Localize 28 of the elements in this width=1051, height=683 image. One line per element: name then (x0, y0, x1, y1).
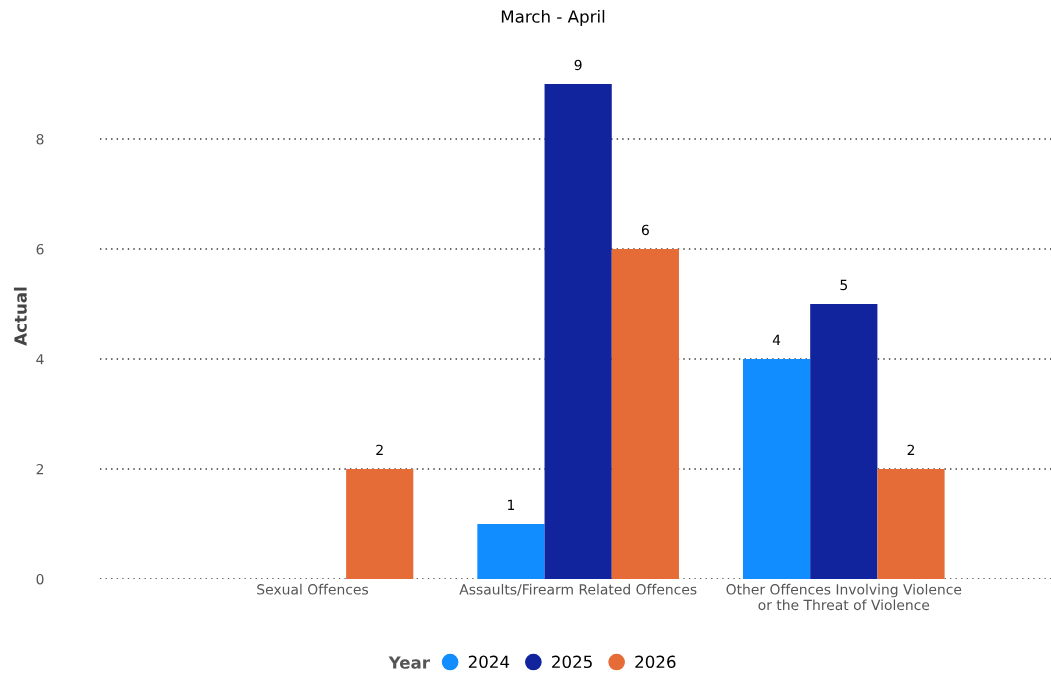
x-tick-label: Other Offences Involving Violence or the Threat of Violence (726, 583, 962, 611)
legend-label: 2024 (468, 655, 510, 669)
data-label: 6 (641, 224, 649, 236)
bar (877, 469, 945, 579)
x-tick-label: Assaults/Firearm Related Offences (459, 583, 697, 596)
data-label: 2 (376, 444, 383, 455)
bar (611, 249, 679, 579)
data-label: 5 (840, 279, 847, 291)
x-tick-label: Sexual Offences (257, 583, 369, 595)
data-label: 4 (772, 334, 781, 345)
bar (742, 359, 811, 579)
y-tick-label: 4 (36, 354, 44, 365)
y-tick-label: 6 (36, 243, 44, 255)
legend-label: 2025 (552, 655, 592, 669)
bar (346, 469, 414, 579)
chart-title: March - April (501, 9, 605, 27)
data-label: 2 (907, 444, 915, 455)
legend-label: 2026 (635, 655, 676, 669)
y-tick-label: 0 (36, 573, 44, 585)
y-tick-label: 8 (36, 133, 44, 145)
bar (810, 304, 878, 579)
y-tick-label: 2 (36, 463, 44, 475)
data-label: 1 (508, 499, 515, 510)
data-label: 9 (574, 59, 582, 71)
bar (544, 84, 612, 579)
bar (477, 524, 545, 579)
legend-title: Year (388, 656, 430, 669)
y-axis-title: Actual (13, 287, 27, 346)
